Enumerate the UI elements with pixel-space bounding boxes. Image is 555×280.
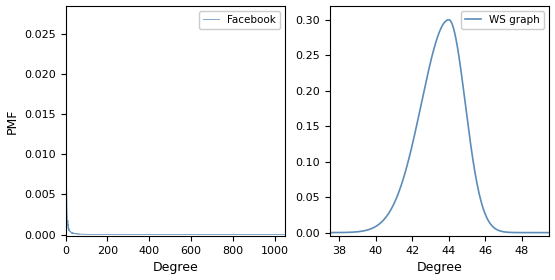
Legend: WS graph: WS graph [461,11,544,29]
X-axis label: Degree: Degree [417,262,462,274]
Legend: Facebook: Facebook [199,11,280,29]
X-axis label: Degree: Degree [153,262,198,274]
Y-axis label: PMF: PMF [6,108,18,134]
